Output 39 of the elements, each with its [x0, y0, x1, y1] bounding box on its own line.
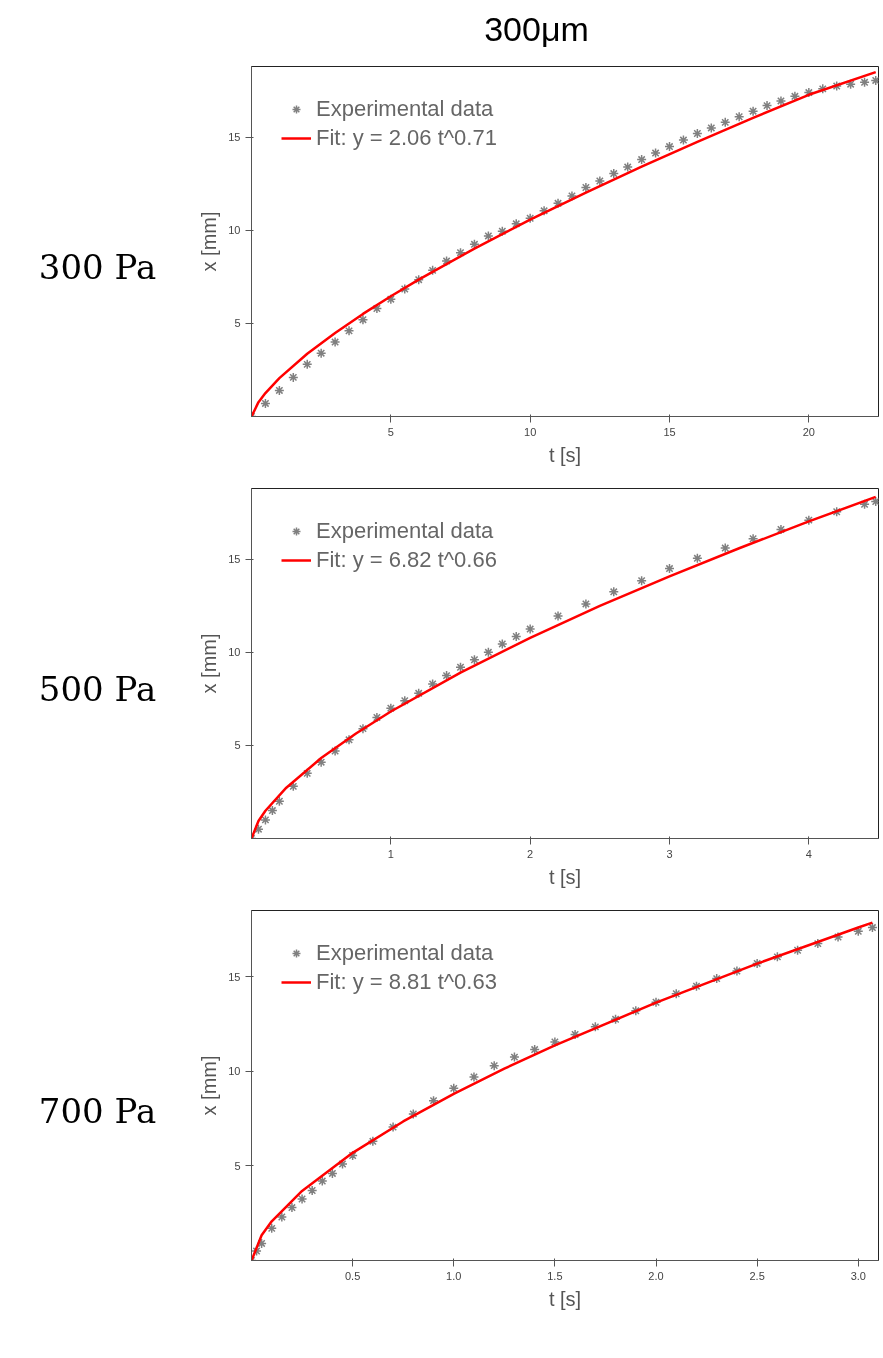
text: 300 Pa	[38, 245, 157, 289]
legend-label: Fit: y = 6.82 t^0.66	[316, 547, 497, 573]
x-axis-title: t [s]	[548, 865, 582, 888]
chart-title: 300μm	[484, 9, 589, 50]
x-axis-title: t [s]	[548, 1287, 582, 1310]
legend-label: Experimental data	[316, 940, 494, 966]
y-tick-label: 15	[228, 553, 241, 566]
x-tick-label: 1.5	[547, 1269, 563, 1282]
x-tick-label: 1.0	[446, 1269, 462, 1282]
y-tick-label: 15	[228, 131, 241, 144]
x-tick-label: 2.5	[749, 1269, 765, 1282]
y-tick-label: 5	[234, 317, 241, 330]
y-tick-label: 15	[228, 970, 241, 983]
y-tick-label: 5	[234, 1159, 241, 1172]
legend-label: Experimental data	[316, 518, 494, 544]
y-axis-title: x [mm]	[198, 633, 221, 694]
x-tick-label: 20	[802, 425, 815, 438]
x-tick-label: 2	[527, 847, 534, 860]
legend-label: Fit: y = 2.06 t^0.71	[316, 125, 497, 151]
x-tick-label: 15	[663, 425, 676, 438]
x-tick-label: 3	[666, 847, 673, 860]
x-tick-label: 0.5	[344, 1269, 361, 1282]
x-tick-label: 4	[805, 847, 812, 860]
legend-label: Experimental data	[316, 96, 494, 122]
x-tick-label: 5	[387, 425, 394, 438]
y-axis-title: x [mm]	[198, 211, 221, 272]
text: 500 Pa	[38, 667, 157, 711]
y-axis-title: x [mm]	[198, 1055, 221, 1116]
x-tick-label: 2.0	[648, 1269, 664, 1282]
x-axis-title: t [s]	[548, 443, 582, 466]
x-tick-label: 3.0	[850, 1269, 866, 1282]
y-tick-label: 10	[228, 1065, 241, 1078]
y-tick-label: 10	[228, 646, 241, 659]
x-tick-label: 10	[524, 425, 537, 438]
y-tick-label: 5	[234, 739, 241, 752]
legend-label: Fit: y = 8.81 t^0.63	[316, 969, 497, 995]
x-tick-label: 1	[387, 847, 394, 860]
text: 700 Pa	[38, 1089, 157, 1133]
y-tick-label: 10	[228, 224, 241, 237]
